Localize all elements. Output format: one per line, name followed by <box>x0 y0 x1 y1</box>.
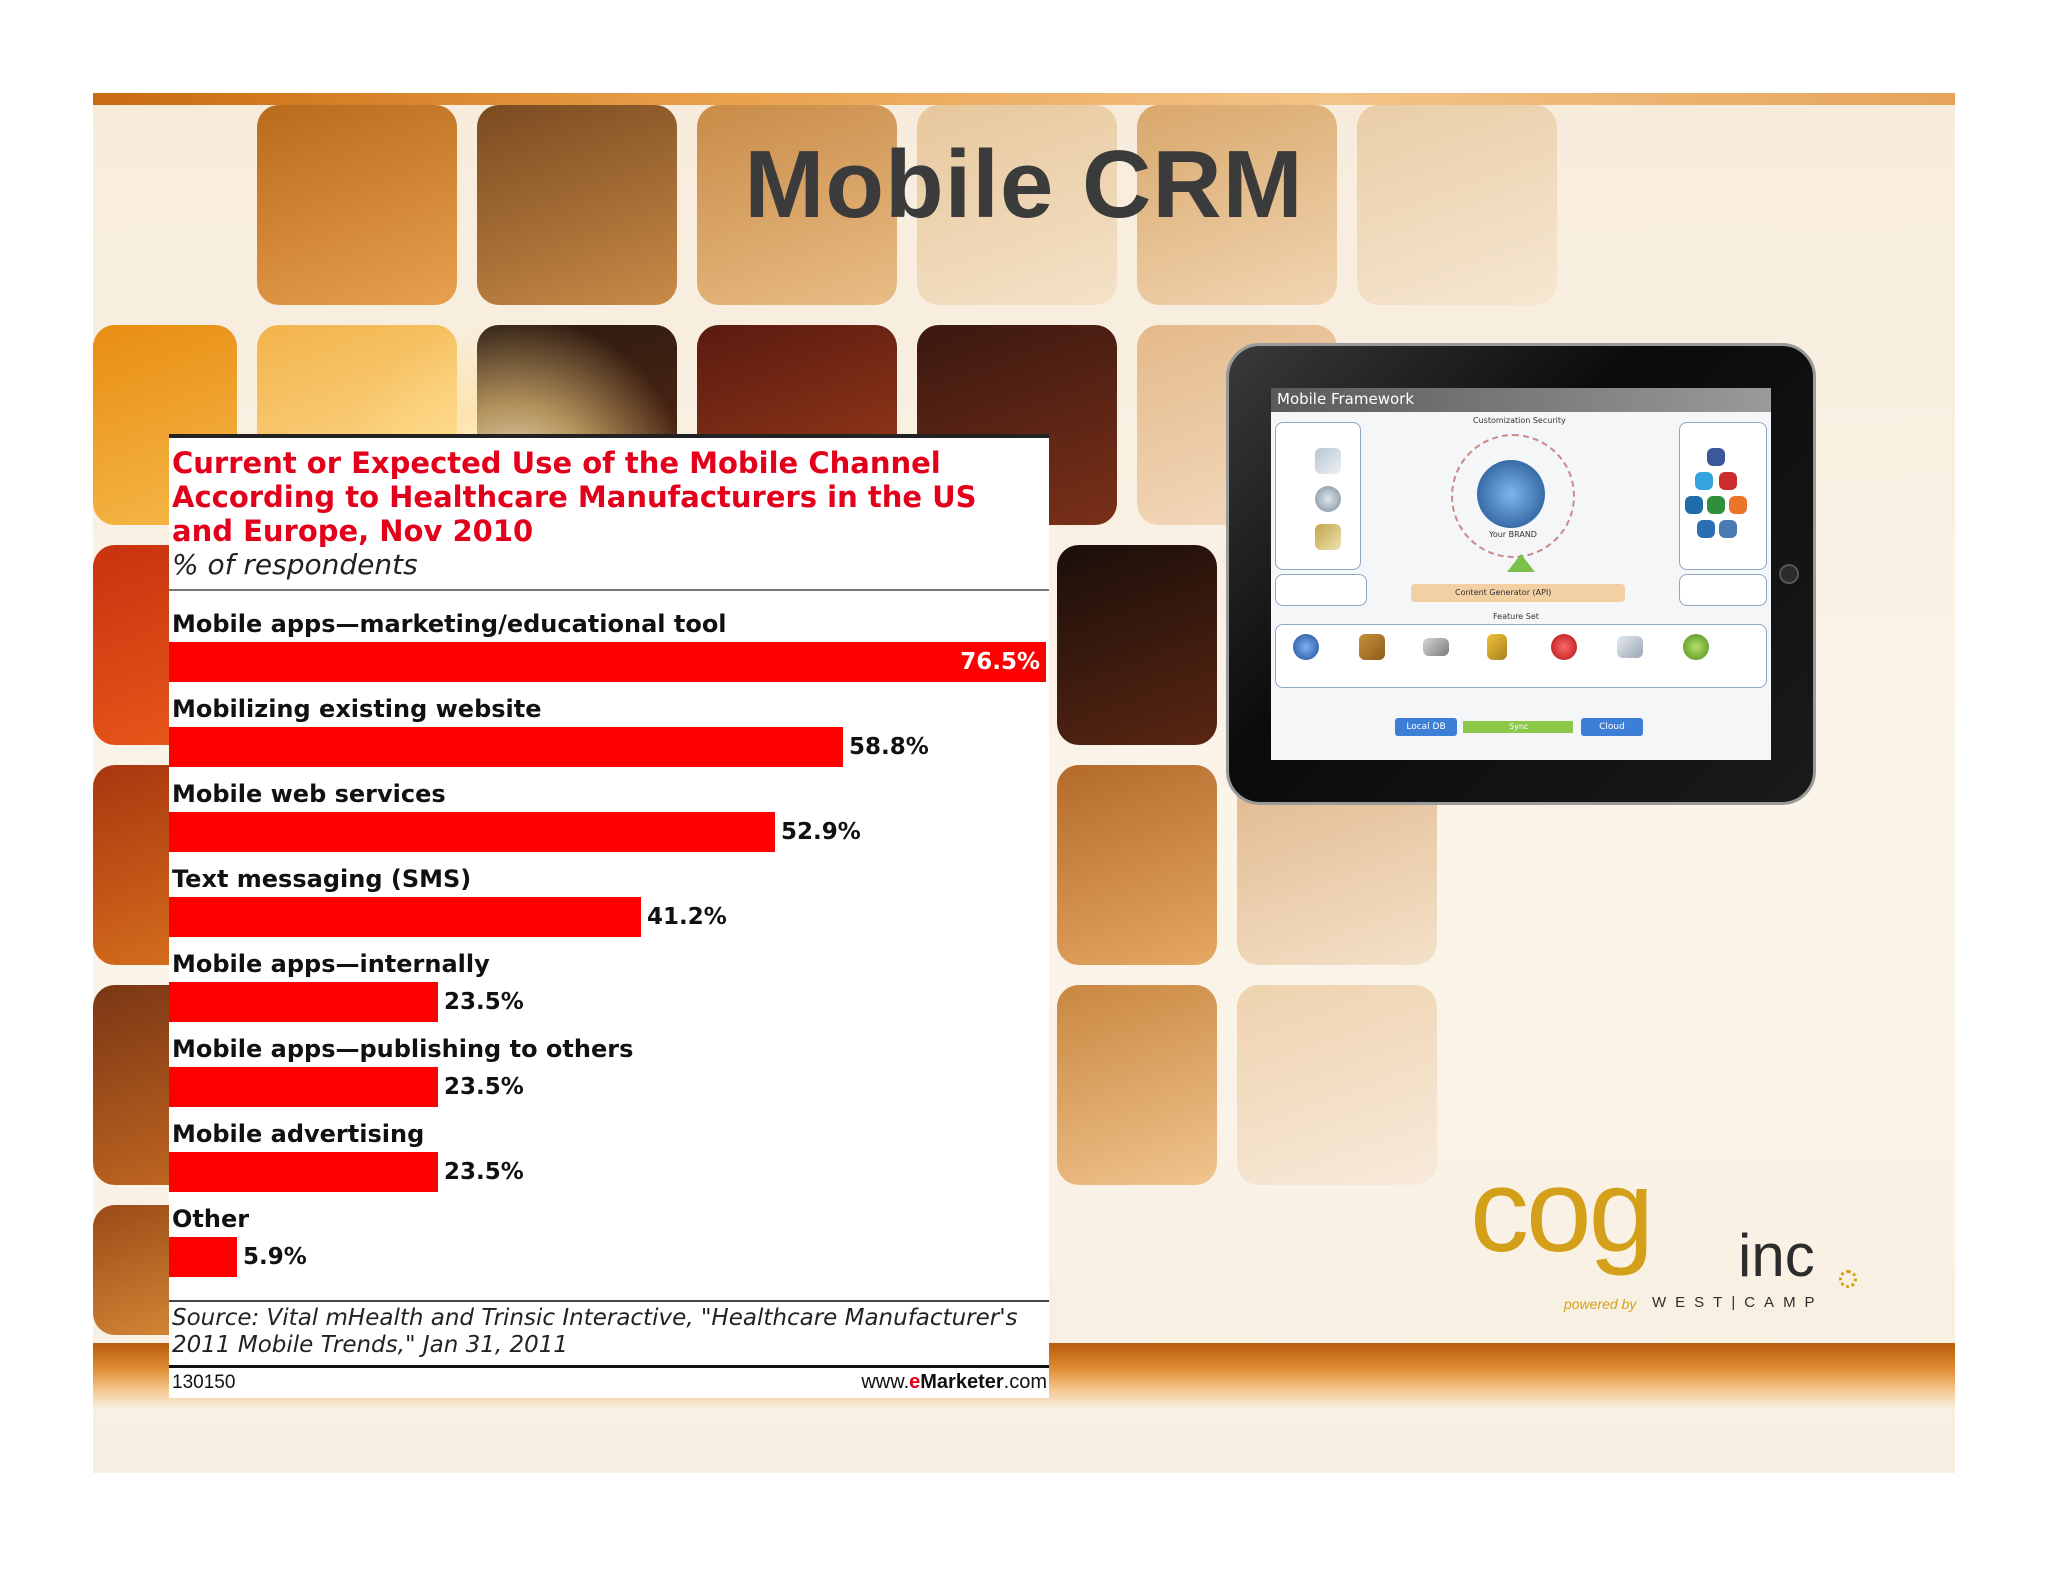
logo-suffix: inc <box>1738 1222 1815 1289</box>
bar <box>169 1152 438 1192</box>
chart-rule <box>169 589 1049 591</box>
bg-tile <box>1137 105 1337 305</box>
bar <box>169 1237 237 1277</box>
device-interface-box <box>1679 574 1767 606</box>
api-bar <box>1411 584 1625 602</box>
category-label: Text messaging (SMS) <box>172 865 472 893</box>
value-label: 41.2% <box>647 904 727 930</box>
local-db-button: Local DB <box>1395 718 1457 736</box>
bar <box>169 812 775 852</box>
bar <box>169 642 1046 682</box>
screen-header: Mobile Framework <box>1271 388 1771 412</box>
chart-title: Current or Expected Use of the Mobile Ch… <box>172 446 977 548</box>
top-stripe <box>93 93 1955 105</box>
api-arrow <box>1507 554 1535 572</box>
facebook-icon <box>1707 448 1725 466</box>
feature-set-box <box>1275 624 1767 688</box>
chart-rule <box>169 1365 1049 1368</box>
value-label: 23.5% <box>444 1074 524 1100</box>
cloud-button: Cloud <box>1581 718 1643 736</box>
youtube-icon <box>1719 472 1737 490</box>
logo-partner: WEST|CAMP <box>1652 1294 1824 1311</box>
bg-tile <box>1057 765 1217 965</box>
bar <box>169 727 843 767</box>
api-label: Content Generator (API) <box>1455 588 1552 597</box>
sync-label: Sync <box>1509 722 1529 731</box>
chart-subtitle: % of respondents <box>172 548 418 581</box>
bar <box>169 897 641 937</box>
value-label: 5.9% <box>243 1244 307 1270</box>
cog-inc-logo: cog inc powered by WEST|CAMP <box>1470 1152 1870 1320</box>
globe-icon <box>1315 486 1341 512</box>
credit-suffix: .com <box>1003 1371 1047 1393</box>
book-icon <box>1487 634 1507 660</box>
bg-tile <box>697 105 897 305</box>
bar-chart: Current or Expected Use of the Mobile Ch… <box>169 434 1049 1398</box>
screen-title: Mobile Framework <box>1277 390 1415 408</box>
chart-credit[interactable]: www.eMarketer.com <box>861 1371 1047 1394</box>
tablet-device: Mobile Framework Customization Security … <box>1226 343 1816 805</box>
tablet-screen: Mobile Framework Customization Security … <box>1271 388 1771 760</box>
top-label: Customization Security <box>1473 416 1566 425</box>
value-label: 58.8% <box>849 734 929 760</box>
twitter-icon <box>1695 472 1713 490</box>
bg-tile <box>477 105 677 305</box>
bar <box>169 982 438 1022</box>
credit-prefix: www. <box>861 1371 910 1393</box>
bar <box>169 1067 438 1107</box>
value-label: 52.9% <box>781 819 861 845</box>
category-label: Other <box>172 1205 250 1233</box>
logo-wordmark: cog <box>1470 1145 1654 1277</box>
gear-icon <box>1839 1270 1857 1288</box>
bg-tile <box>257 105 457 305</box>
category-label: Mobile apps—marketing/educational tool <box>172 610 727 638</box>
blogger-icon <box>1729 496 1747 514</box>
logo-powered-by: powered by <box>1564 1296 1637 1312</box>
category-label: Mobile advertising <box>172 1120 425 1148</box>
bg-tile <box>1237 985 1437 1185</box>
collab-icon <box>1617 636 1643 658</box>
phone-icon <box>1315 448 1341 474</box>
box-icon <box>1359 634 1385 660</box>
bg-tile <box>1357 105 1557 305</box>
category-label: Mobile web services <box>172 780 446 808</box>
center-label: Your BRAND <box>1489 530 1537 539</box>
chart-top-rule <box>169 434 1049 438</box>
vimeo-icon <box>1697 520 1715 538</box>
bg-tile <box>1057 985 1217 1185</box>
value-label: 76.5% <box>960 649 1040 675</box>
category-label: Mobile apps—publishing to others <box>172 1035 634 1063</box>
user-interface-box <box>1275 574 1367 606</box>
credit-brand-2: Marketer <box>920 1371 1004 1393</box>
sync-arrow <box>1463 721 1573 733</box>
credit-brand: e <box>909 1371 921 1393</box>
integration-icon <box>1683 634 1709 660</box>
feature-label: Feature Set <box>1493 612 1539 621</box>
linkedin-icon <box>1685 496 1703 514</box>
bars-area: Mobile apps—marketing/educational tool 76… <box>169 434 1049 1294</box>
info-icon <box>1293 634 1319 660</box>
category-label: Mobile apps—internally <box>172 950 490 978</box>
chart-source: Source: Vital mHealth and Trinsic Intera… <box>172 1305 1018 1358</box>
digg-icon <box>1719 520 1737 538</box>
bg-tile <box>917 105 1117 305</box>
shop-icon <box>1551 634 1577 660</box>
stumble-icon <box>1707 496 1725 514</box>
bg-tile <box>1057 545 1217 745</box>
home-button <box>1779 564 1799 584</box>
chart-id: 130150 <box>172 1372 236 1393</box>
value-label: 23.5% <box>444 1159 524 1185</box>
server-icon <box>1423 638 1449 656</box>
brand-globe-icon <box>1477 460 1545 528</box>
slide-title: Mobile CRM <box>744 131 1304 238</box>
value-label: 23.5% <box>444 989 524 1015</box>
device-icon <box>1315 524 1341 550</box>
chart-rule <box>169 1300 1049 1302</box>
category-label: Mobilizing existing website <box>172 695 542 723</box>
